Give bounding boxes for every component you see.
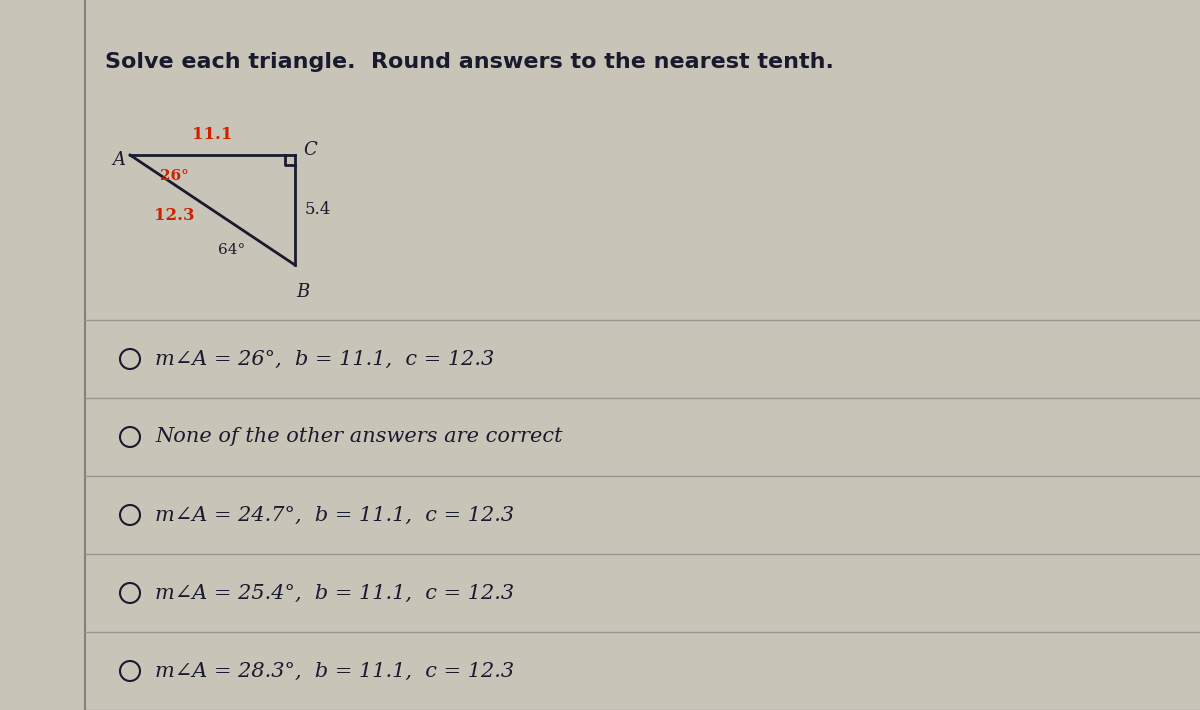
Text: 26°: 26° xyxy=(160,169,188,183)
Text: 11.1: 11.1 xyxy=(192,126,233,143)
Text: C: C xyxy=(302,141,317,159)
Text: None of the other answers are correct: None of the other answers are correct xyxy=(155,427,563,447)
Text: m∠A = 26°,  b = 11.1,  c = 12.3: m∠A = 26°, b = 11.1, c = 12.3 xyxy=(155,349,494,368)
Text: Solve each triangle.  Round answers to the nearest tenth.: Solve each triangle. Round answers to th… xyxy=(106,52,834,72)
Text: 12.3: 12.3 xyxy=(154,207,194,224)
Text: 5.4: 5.4 xyxy=(305,202,331,219)
Text: m∠A = 25.4°,  b = 11.1,  c = 12.3: m∠A = 25.4°, b = 11.1, c = 12.3 xyxy=(155,584,514,603)
Text: m∠A = 24.7°,  b = 11.1,  c = 12.3: m∠A = 24.7°, b = 11.1, c = 12.3 xyxy=(155,506,514,525)
Text: 64°: 64° xyxy=(217,243,245,257)
Text: A: A xyxy=(112,151,125,169)
Text: m∠A = 28.3°,  b = 11.1,  c = 12.3: m∠A = 28.3°, b = 11.1, c = 12.3 xyxy=(155,662,514,680)
Text: B: B xyxy=(296,283,310,301)
